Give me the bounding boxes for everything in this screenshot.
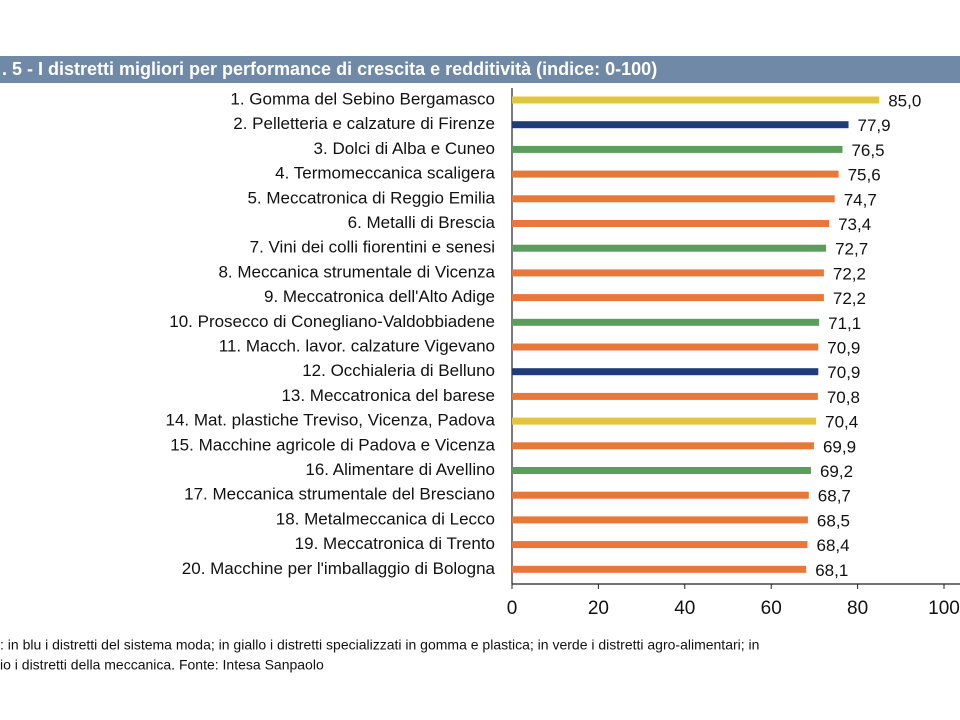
category-label: 17. Meccanica strumentale del Bresciano	[184, 485, 495, 504]
x-tick-label: 100	[928, 598, 960, 619]
bar	[512, 565, 807, 573]
category-label: 4. Termomeccanica scaligera	[275, 164, 495, 183]
x-tick-label: 20	[588, 598, 609, 619]
bar	[512, 269, 824, 277]
category-label: 13. Meccatronica del barese	[281, 386, 495, 405]
value-label: 70,9	[827, 363, 860, 382]
bar	[512, 516, 808, 524]
bar	[512, 467, 811, 474]
category-label: 9. Meccatronica dell'Alto Adige	[264, 287, 495, 306]
bar	[512, 195, 835, 203]
category-label: 1. Gomma del Sebino Bergamasco	[230, 89, 495, 108]
x-tick-label: 60	[761, 598, 782, 619]
value-label: 75,6	[848, 166, 881, 185]
value-label: 70,9	[827, 338, 860, 357]
value-label: 72,2	[833, 264, 866, 283]
title-bar	[0, 56, 960, 83]
bar	[512, 145, 843, 153]
bar	[512, 96, 880, 104]
value-label: 68,7	[818, 487, 851, 506]
bar	[512, 368, 819, 376]
value-label: 69,2	[820, 462, 853, 481]
category-label: 5. Meccatronica di Reggio Emilia	[247, 188, 495, 207]
value-label: 71,1	[828, 314, 861, 333]
category-label: 2. Pelletteria e calzature di Firenze	[233, 114, 495, 133]
category-label: 18. Metalmeccanica di Lecco	[276, 509, 495, 528]
category-label: 8. Meccanica strumentale di Vicenza	[218, 262, 495, 281]
value-label: 70,4	[825, 413, 858, 432]
value-label: 70,8	[827, 388, 860, 407]
x-tick-label: 40	[674, 598, 695, 619]
category-label: 15. Macchine agricole di Padova e Vicenz…	[170, 435, 495, 454]
value-label: 69,9	[823, 437, 856, 456]
value-label: 73,4	[838, 215, 871, 234]
bar	[512, 417, 817, 425]
bar	[512, 541, 808, 549]
bar	[512, 244, 827, 252]
category-label: 3. Dolci di Alba e Cuneo	[314, 139, 495, 158]
value-label: 68,5	[817, 511, 850, 530]
note: io i distretti della meccanica. Fonte: I…	[0, 657, 324, 673]
chart-title: . 5 - I distretti migliori per performan…	[2, 59, 657, 79]
bar	[512, 294, 824, 302]
value-label: 68,4	[816, 536, 849, 555]
value-label: 76,5	[851, 141, 884, 160]
bar	[512, 442, 814, 450]
category-label: 12. Occhialeria di Belluno	[302, 361, 495, 380]
bar	[512, 343, 819, 351]
note: : in blu i distretti del sistema moda; i…	[0, 637, 759, 653]
category-label: 6. Metalli di Brescia	[348, 213, 496, 232]
category-label: 10. Prosecco di Conegliano-Valdobbiadene	[169, 312, 495, 331]
value-label: 68,1	[815, 561, 848, 580]
category-label: 7. Vini dei colli fiorentini e senesi	[250, 238, 495, 257]
x-tick-label: 80	[847, 598, 868, 619]
category-label: 16. Alimentare di Avellino	[305, 460, 495, 479]
bar	[512, 392, 818, 400]
value-label: 72,2	[833, 289, 866, 308]
value-label: 85,0	[888, 91, 921, 110]
bar	[512, 170, 839, 178]
bar	[512, 121, 849, 129]
category-label: 20. Macchine per l'imballaggio di Bologn…	[182, 559, 496, 578]
bar	[512, 318, 820, 326]
category-label: 11. Macch. lavor. calzature Vigevano	[219, 336, 495, 355]
value-label: 77,9	[858, 116, 891, 135]
x-tick-label: 0	[507, 598, 518, 619]
category-label: 19. Meccatronica di Trento	[295, 534, 495, 553]
value-label: 74,7	[844, 190, 877, 209]
value-label: 72,7	[835, 240, 868, 259]
category-label: 14. Mat. plastiche Treviso, Vicenza, Pad…	[166, 411, 496, 430]
bar	[512, 220, 830, 227]
bar	[512, 491, 809, 499]
